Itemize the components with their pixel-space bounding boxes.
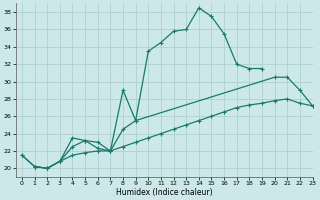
X-axis label: Humidex (Indice chaleur): Humidex (Indice chaleur) bbox=[116, 188, 212, 197]
